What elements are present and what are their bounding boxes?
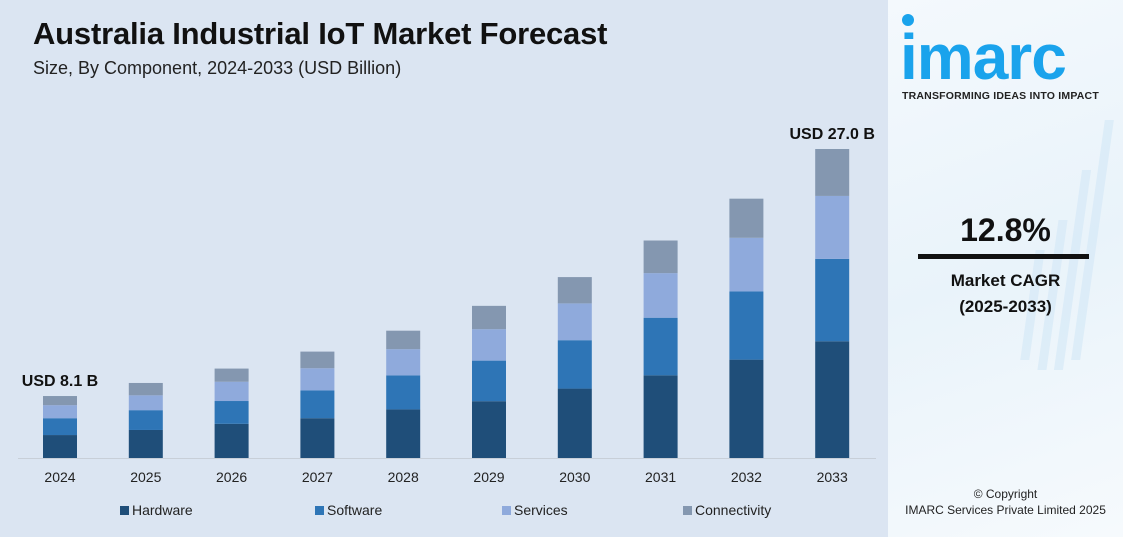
copyright: © Copyright IMARC Services Private Limit… (888, 486, 1123, 518)
bar-segment-software-2024 (43, 418, 77, 436)
chart-subtitle: Size, By Component, 2024-2033 (USD Billi… (33, 58, 402, 78)
cagr-label: Market CAGR (950, 271, 1061, 290)
bar-segment-connectivity-2030 (557, 277, 592, 304)
bar-segment-hardware-2029 (472, 401, 506, 458)
bar-segment-connectivity-2027 (300, 351, 335, 369)
bar-segment-hardware-2027 (300, 418, 335, 458)
tagline: TRANSFORMING IDEAS INTO IMPACT (902, 90, 1099, 102)
legend-label-services: Services (514, 502, 568, 518)
x-tick-label: 2024 (44, 469, 75, 485)
legend-swatch-services (502, 506, 511, 515)
cagr-period: (2025-2033) (959, 297, 1052, 316)
bar-segment-hardware-2028 (386, 409, 421, 458)
bar-segment-connectivity-2025 (128, 382, 163, 396)
bar-segment-services-2025 (128, 395, 163, 411)
bar-segment-software-2030 (557, 340, 592, 389)
x-tick-label: 2033 (817, 469, 848, 485)
imarc-logo: imarc (900, 21, 1067, 93)
bar-segment-connectivity-2026 (214, 368, 249, 382)
bar-segment-software-2028 (386, 375, 421, 410)
bar-segment-hardware-2026 (214, 423, 249, 458)
x-tick-label: 2030 (559, 469, 590, 485)
bar-segment-software-2033 (815, 258, 850, 342)
bar-segment-services-2024 (43, 405, 77, 419)
bar-segment-services-2029 (472, 329, 506, 361)
bar-segment-connectivity-2033 (815, 149, 850, 196)
brand-sidebar: imarc TRANSFORMING IDEAS INTO IMPACT 12.… (888, 0, 1123, 537)
legend-swatch-software (315, 506, 324, 515)
cagr-value: 12.8% (960, 212, 1051, 248)
bar-segment-services-2027 (300, 368, 335, 391)
x-tick-label: 2031 (645, 469, 676, 485)
legend-label-software: Software (327, 502, 382, 518)
logo-dot (902, 14, 914, 26)
bar-segment-connectivity-2032 (729, 198, 764, 238)
bar-segment-connectivity-2029 (472, 305, 506, 330)
legend-label-hardware: Hardware (132, 502, 193, 518)
legend-swatch-connectivity (683, 506, 692, 515)
x-tick-label: 2029 (473, 469, 504, 485)
legend-label-connectivity: Connectivity (695, 502, 771, 518)
bar-segment-connectivity-2024 (43, 396, 77, 406)
bar-segment-connectivity-2028 (386, 330, 421, 350)
x-tick-label: 2026 (216, 469, 247, 485)
cagr-label-block: Market CAGR (2025-2033) (888, 268, 1123, 320)
bar-segment-hardware-2025 (128, 429, 163, 458)
copyright-label: © Copyright (973, 487, 1038, 501)
bar-segment-hardware-2031 (643, 375, 678, 458)
bar-segment-services-2026 (214, 381, 249, 402)
bar-segment-software-2026 (214, 401, 249, 424)
bar-segment-software-2029 (472, 360, 506, 402)
bar-segment-services-2031 (643, 273, 678, 318)
bar-segment-software-2027 (300, 390, 335, 419)
chart-panel: Australia Industrial IoT Market Forecast… (0, 0, 888, 537)
x-tick-label: 2025 (130, 469, 161, 485)
x-tick-label: 2027 (302, 469, 333, 485)
bar-segment-services-2030 (557, 303, 592, 341)
bar-segment-software-2032 (729, 291, 764, 360)
bar-segment-software-2031 (643, 317, 678, 376)
data-label: USD 27.0 B (790, 126, 875, 143)
bar-segment-services-2032 (729, 237, 764, 292)
bar-segment-services-2028 (386, 349, 421, 376)
company-name: IMARC Services Private Limited 2025 (905, 503, 1106, 517)
bar-segment-hardware-2033 (815, 341, 850, 458)
bar-segment-software-2025 (128, 410, 163, 430)
x-tick-label: 2032 (731, 469, 762, 485)
bar-segment-hardware-2032 (729, 359, 764, 458)
bar-segment-connectivity-2031 (643, 240, 678, 274)
chart-title: Australia Industrial IoT Market Forecast (33, 16, 608, 51)
legend-swatch-hardware (120, 506, 129, 515)
bar-segment-hardware-2030 (557, 388, 592, 458)
divider (918, 254, 1089, 259)
bar-segment-hardware-2024 (43, 435, 77, 458)
stacked-bar-chart: 2024 USD 8.1 B 2025 2026 2027 2028 2029 2030 203… (18, 126, 876, 518)
data-label: USD 8.1 B (22, 373, 98, 390)
bar-segment-services-2033 (815, 195, 850, 259)
x-tick-label: 2028 (388, 469, 419, 485)
